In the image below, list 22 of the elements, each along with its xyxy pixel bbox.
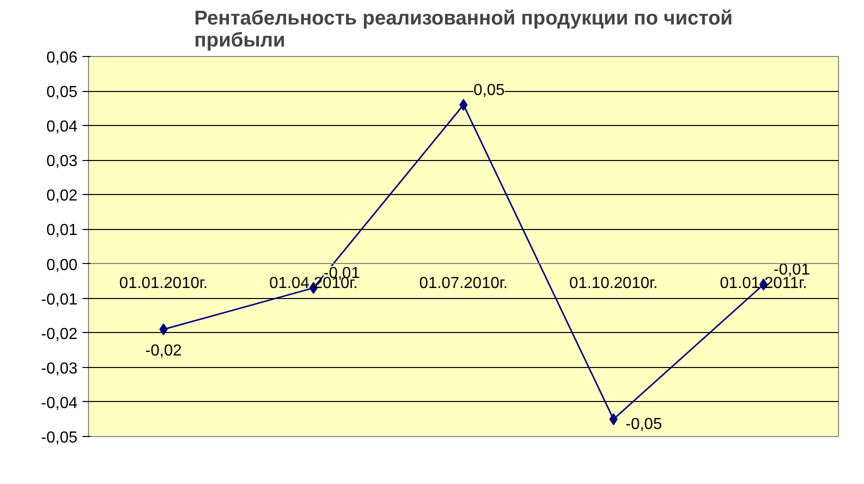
y-tick-label: -0,01 xyxy=(41,291,78,308)
data-label: -0,02 xyxy=(145,342,182,360)
y-tick-label: -0,04 xyxy=(41,394,78,412)
point xyxy=(159,323,168,336)
y-tick-label: 0,06 xyxy=(46,50,78,66)
y-tick-label: -0,05 xyxy=(41,430,78,446)
y-tick-label: -0,03 xyxy=(41,360,78,378)
x-tick-label: 01.10.2010г. xyxy=(569,274,658,292)
x-tick-label: 01.01.2010г. xyxy=(119,274,208,292)
y-tick-label: 0,00 xyxy=(46,256,78,274)
point xyxy=(459,98,468,111)
y-tick-label: 0,05 xyxy=(46,84,78,102)
y-tick-label: 0,02 xyxy=(46,188,78,205)
y-tick-label: 0,03 xyxy=(46,153,78,170)
y-tick-label: -0,02 xyxy=(41,326,78,343)
y-tick-label: 0,01 xyxy=(46,222,78,240)
y-tick-label: 0,04 xyxy=(46,118,78,136)
data-label: -0,05 xyxy=(626,416,662,434)
chart-title: Рентабельность реализованной продукции по чистой прибыли xyxy=(194,8,733,52)
x-tick-label: 01.07.2010г. xyxy=(419,274,508,292)
data-label: 0,05 xyxy=(474,82,505,99)
point xyxy=(609,413,618,426)
